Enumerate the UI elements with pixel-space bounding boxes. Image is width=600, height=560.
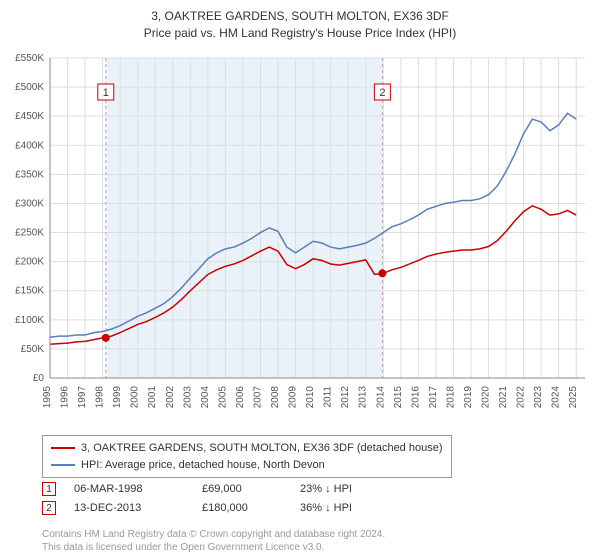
attribution: Contains HM Land Registry data © Crown c… [42,528,385,554]
svg-text:2022: 2022 [516,386,527,409]
svg-text:2018: 2018 [445,386,456,409]
svg-text:2014: 2014 [375,386,386,409]
title-block: 3, OAKTREE GARDENS, SOUTH MOLTON, EX36 3… [0,0,600,42]
svg-text:1995: 1995 [42,386,53,409]
svg-text:£250K: £250K [15,228,44,239]
svg-text:£150K: £150K [15,286,44,297]
svg-text:£500K: £500K [15,82,44,93]
svg-text:1998: 1998 [95,386,106,409]
svg-text:1: 1 [103,87,109,99]
svg-text:2017: 2017 [428,386,439,409]
legend-swatch [51,447,75,449]
title-subtitle: Price paid vs. HM Land Registry's House … [0,25,600,42]
marker-badge: 1 [42,482,56,496]
title-address: 3, OAKTREE GARDENS, SOUTH MOLTON, EX36 3… [0,8,600,25]
svg-text:2000: 2000 [130,386,141,409]
legend-label: 3, OAKTREE GARDENS, SOUTH MOLTON, EX36 3… [81,440,443,457]
svg-text:2015: 2015 [393,386,404,409]
svg-text:2016: 2016 [410,386,421,409]
svg-text:2003: 2003 [182,386,193,409]
svg-text:£400K: £400K [15,140,44,151]
marker-pct: 23% ↓ HPI [300,480,352,499]
legend-item: HPI: Average price, detached house, Nort… [51,457,443,474]
marker-table: 1 06-MAR-1998 £69,000 23% ↓ HPI 2 13-DEC-2013… [42,480,352,517]
svg-text:2005: 2005 [217,386,228,409]
svg-text:2001: 2001 [147,386,158,409]
svg-text:2013: 2013 [358,386,369,409]
svg-text:£100K: £100K [15,315,44,326]
marker-price: £69,000 [202,480,282,499]
marker-date: 13-DEC-2013 [74,499,184,518]
attribution-line: This data is licensed under the Open Gov… [42,541,385,554]
legend-label: HPI: Average price, detached house, Nort… [81,457,325,474]
svg-text:£300K: £300K [15,198,44,209]
svg-text:2002: 2002 [165,386,176,409]
svg-text:2020: 2020 [481,386,492,409]
svg-text:2004: 2004 [200,386,211,409]
marker-badge: 2 [42,501,56,515]
marker-pct: 36% ↓ HPI [300,499,352,518]
price-chart: £0 £50K £100K £150K £200K £250K £300K £350K £400… [0,48,600,428]
svg-text:2023: 2023 [533,386,544,409]
legend: 3, OAKTREE GARDENS, SOUTH MOLTON, EX36 3… [42,435,452,478]
svg-text:2011: 2011 [323,386,334,408]
legend-item: 3, OAKTREE GARDENS, SOUTH MOLTON, EX36 3… [51,440,443,457]
attribution-line: Contains HM Land Registry data © Crown c… [42,528,385,541]
marker-row: 2 13-DEC-2013 £180,000 36% ↓ HPI [42,499,352,518]
svg-text:1999: 1999 [112,386,123,409]
svg-text:£200K: £200K [15,257,44,268]
svg-text:2012: 2012 [340,386,351,409]
marker-price: £180,000 [202,499,282,518]
svg-text:£550K: £550K [15,53,44,64]
svg-text:2008: 2008 [270,386,281,409]
svg-text:2024: 2024 [551,386,562,409]
svg-text:2009: 2009 [288,386,299,409]
svg-text:£450K: £450K [15,111,44,122]
svg-text:2: 2 [379,87,385,99]
svg-text:2007: 2007 [252,386,263,409]
svg-text:£0: £0 [33,373,45,384]
marker-row: 1 06-MAR-1998 £69,000 23% ↓ HPI [42,480,352,499]
svg-text:£350K: £350K [15,169,44,180]
svg-text:2019: 2019 [463,386,474,409]
svg-text:2006: 2006 [235,386,246,409]
marker-date: 06-MAR-1998 [74,480,184,499]
svg-text:1996: 1996 [60,386,71,409]
svg-text:£50K: £50K [21,344,45,355]
svg-text:2021: 2021 [498,386,509,409]
svg-text:1997: 1997 [77,386,88,409]
legend-swatch [51,464,75,466]
svg-text:2010: 2010 [305,386,316,409]
svg-text:2025: 2025 [568,386,579,409]
